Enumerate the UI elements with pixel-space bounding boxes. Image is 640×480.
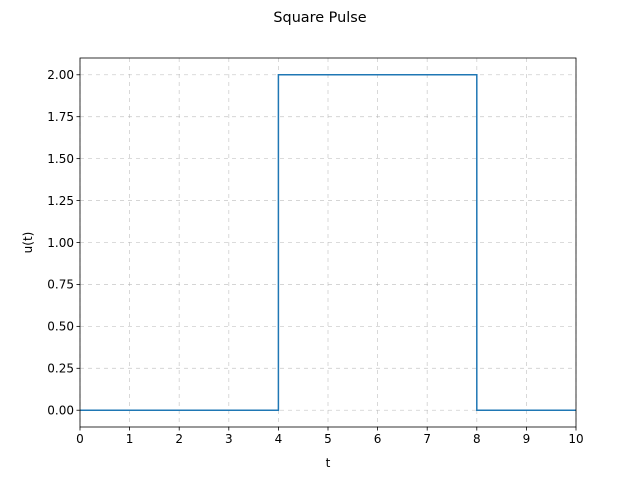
x-tick-label: 2 [175, 432, 183, 446]
x-tick-label: 9 [523, 432, 531, 446]
x-tick-label: 8 [473, 432, 481, 446]
y-tick-label: 2.00 [47, 68, 74, 82]
y-axis-label: u(t) [21, 232, 35, 254]
y-tick-label: 1.25 [47, 194, 74, 208]
x-tick-label: 10 [568, 432, 583, 446]
series-layer [80, 74, 576, 411]
ticks: 0 1 2 3 4 5 6 7 8 9 10 0.00 0.25 0.50 0.75 1.00 1.25 1.50… [47, 68, 583, 446]
x-axis-label: t [326, 456, 331, 470]
y-tick-label: 1.75 [47, 110, 74, 124]
y-tick-label: 0.00 [47, 404, 74, 418]
x-tick-label: 5 [324, 432, 332, 446]
y-tick-label: 1.50 [47, 152, 74, 166]
x-tick-label: 3 [225, 432, 233, 446]
x-tick-label: 6 [374, 432, 382, 446]
y-tick-label: 0.25 [47, 362, 74, 376]
chart-title: Square Pulse [273, 10, 366, 26]
y-tick-label: 0.50 [47, 320, 74, 334]
x-tick-label: 0 [76, 432, 84, 446]
x-tick-label: 7 [423, 432, 431, 446]
x-tick-label: 1 [126, 432, 134, 446]
y-tick-label: 0.75 [47, 278, 74, 292]
series-line [80, 74, 576, 411]
x-tick-label: 4 [275, 432, 283, 446]
y-tick-label: 1.00 [47, 236, 74, 250]
